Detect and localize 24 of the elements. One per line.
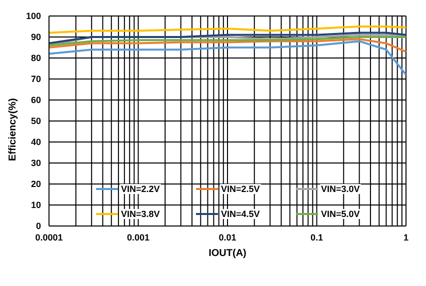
y-tick-label: 0	[36, 221, 41, 232]
legend-label: VIN=2.5V	[220, 184, 261, 194]
y-tick-label: 30	[30, 158, 41, 168]
x-tick-label: 0.01	[218, 232, 236, 242]
legend-label: VIN=2.2V	[120, 184, 161, 194]
y-tick-label: 60	[30, 95, 41, 106]
legend-label: VIN=3.0V	[320, 184, 361, 194]
y-tick-label: 90	[30, 32, 41, 42]
legend-label: VIN=5.0V	[320, 209, 361, 219]
y-tick-label: 50	[30, 116, 41, 126]
y-tick-label: 70	[30, 74, 41, 84]
x-tick-label: 1	[403, 232, 409, 242]
y-tick-label: 100	[26, 11, 41, 22]
y-tick-label: 80	[30, 53, 41, 64]
y-axis-title: Efficiency(%)	[8, 98, 19, 161]
legend-label: VIN=4.5V	[220, 209, 261, 219]
x-tick-label: 0.001	[126, 232, 150, 242]
x-tick-label: 0.0001	[35, 232, 63, 242]
legend-label: VIN=3.8V	[120, 209, 161, 219]
x-axis-title: IOUT(A)	[208, 248, 246, 259]
y-tick-label: 20	[30, 179, 41, 190]
x-tick-label: 0.1	[310, 232, 324, 242]
y-tick-label: 10	[30, 200, 41, 210]
y-tick-label: 40	[30, 137, 41, 148]
